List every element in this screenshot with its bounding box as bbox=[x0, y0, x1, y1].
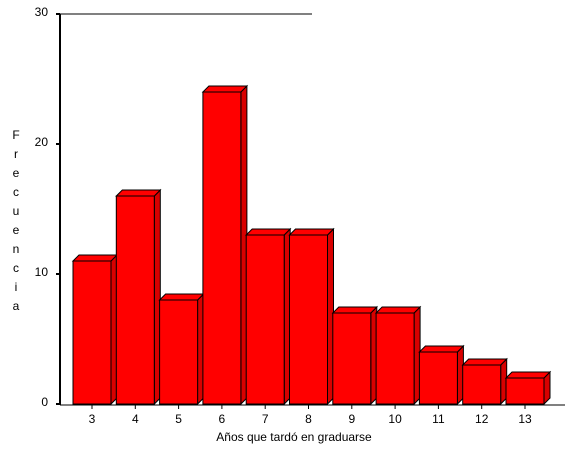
bar-top bbox=[461, 358, 508, 366]
x-tick-label: 9 bbox=[348, 412, 355, 426]
bar bbox=[159, 299, 199, 405]
y-tick-label: 30 bbox=[35, 5, 49, 19]
y-tick-label: 10 bbox=[35, 265, 49, 279]
bar-top bbox=[331, 306, 379, 314]
bar-top bbox=[71, 254, 119, 262]
x-tick-label: 5 bbox=[175, 412, 182, 426]
bar-top bbox=[115, 189, 162, 197]
x-tick-label: 8 bbox=[305, 412, 312, 426]
bar-top bbox=[504, 371, 552, 379]
x-tick-label: 13 bbox=[518, 412, 532, 426]
bar bbox=[72, 260, 112, 405]
bar bbox=[332, 312, 372, 405]
x-tick-label: 11 bbox=[432, 412, 445, 426]
bar-top bbox=[374, 306, 422, 314]
bar bbox=[202, 91, 242, 405]
bar-top bbox=[201, 85, 249, 93]
x-tick-label: 7 bbox=[262, 412, 269, 426]
bar bbox=[375, 312, 415, 405]
bar-top bbox=[158, 293, 205, 301]
x-tick-label: 4 bbox=[132, 412, 139, 426]
bar bbox=[505, 377, 545, 405]
bar-top bbox=[288, 228, 335, 236]
y-tick-label: 0 bbox=[41, 395, 48, 409]
x-tick-label: 12 bbox=[475, 412, 489, 426]
bar-top bbox=[244, 228, 292, 236]
bar-top bbox=[418, 345, 465, 353]
x-tick-label: 6 bbox=[219, 412, 226, 426]
x-tick-label: 3 bbox=[89, 412, 96, 426]
bar bbox=[245, 234, 285, 405]
bar bbox=[289, 234, 328, 405]
y-axis-label: Frecuencia bbox=[9, 128, 23, 318]
y-tick-label: 20 bbox=[35, 135, 49, 149]
x-axis-label: Años que tardó en graduarse bbox=[216, 430, 372, 444]
bar bbox=[418, 351, 458, 405]
bar bbox=[115, 195, 155, 405]
bar bbox=[462, 364, 502, 405]
x-tick-label: 10 bbox=[388, 412, 402, 426]
